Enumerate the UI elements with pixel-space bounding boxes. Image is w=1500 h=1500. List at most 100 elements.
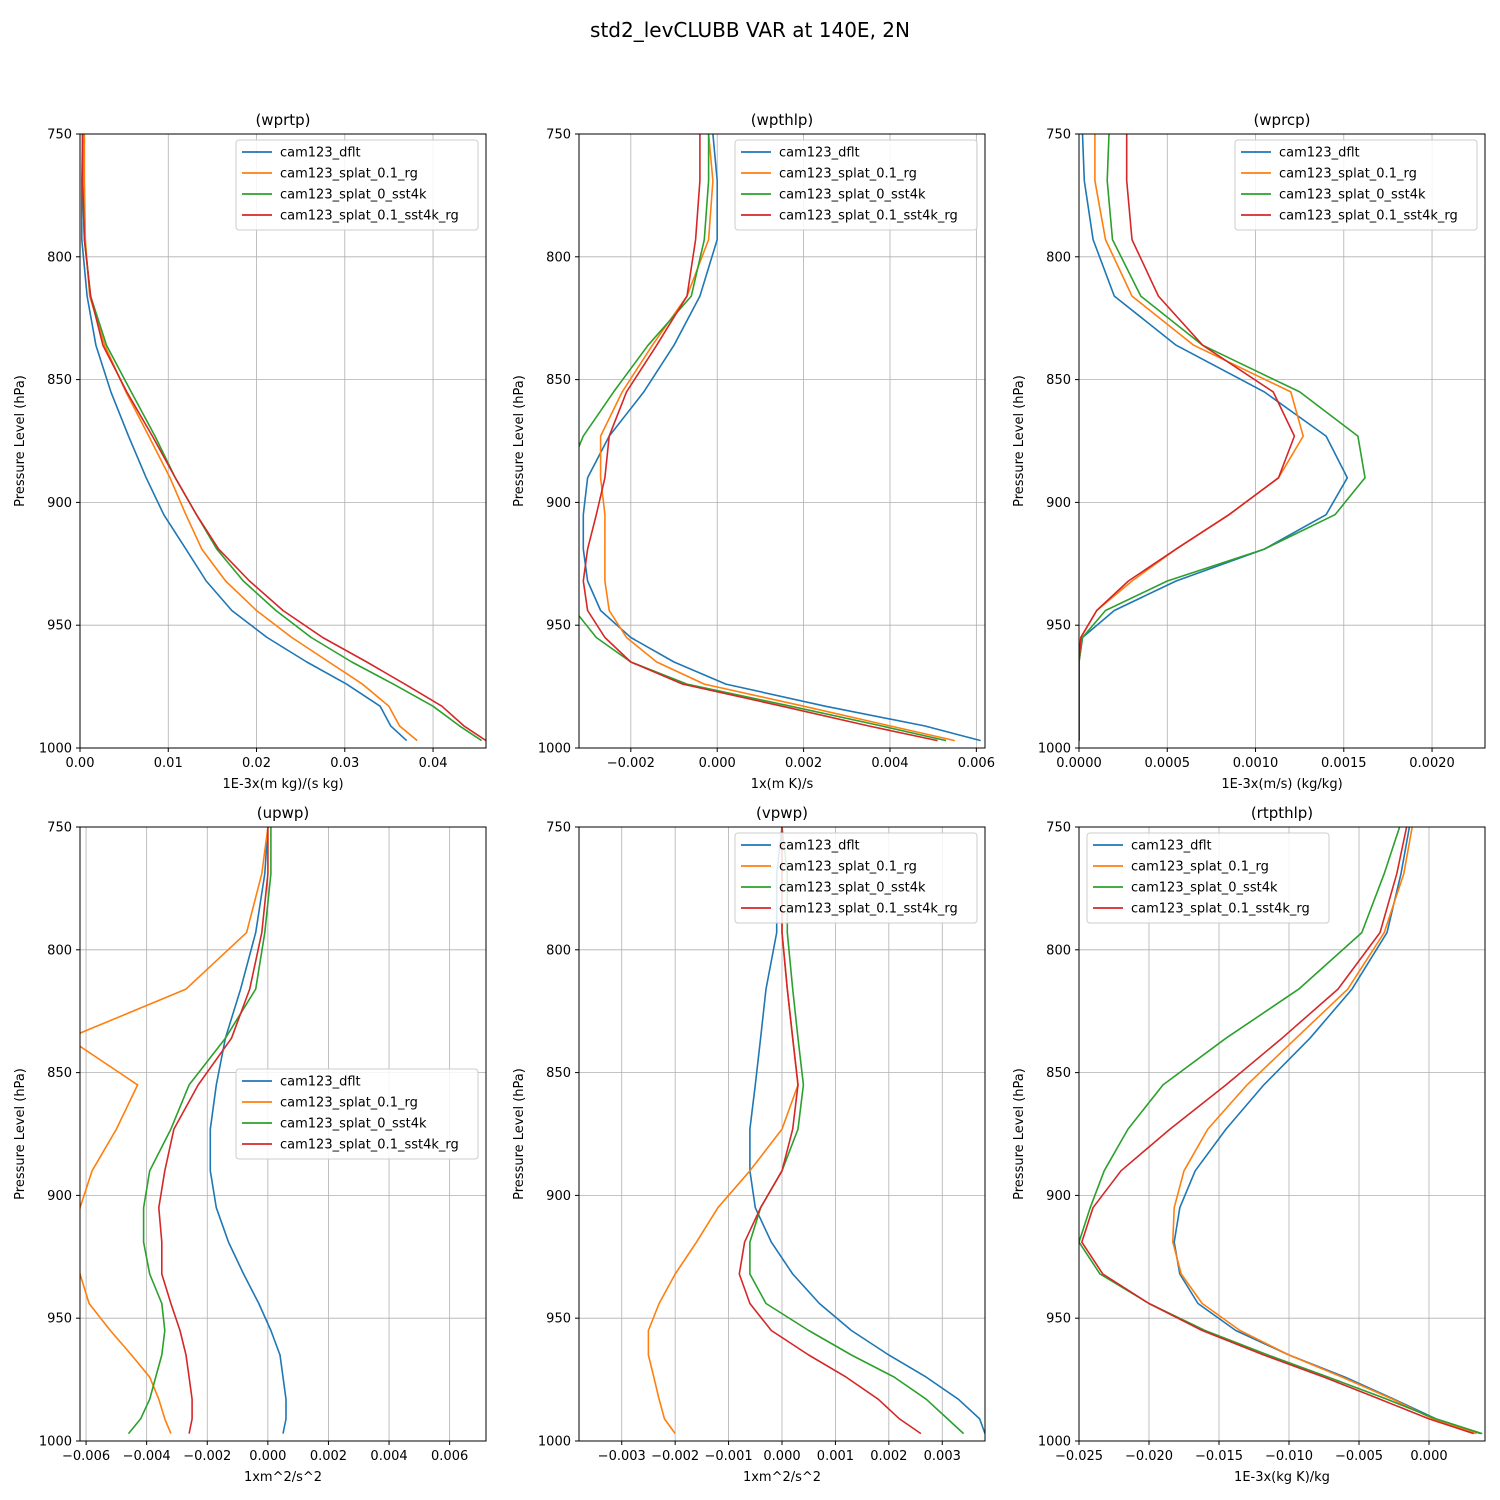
x-tick-label: −0.003 [598, 1449, 646, 1464]
x-tick-label: 0.000 [699, 756, 736, 771]
legend: cam123_dflt cam123_splat_0.1_rg cam123_spl… [1234, 139, 1478, 231]
panel-title: (rtpthlp) [1251, 804, 1313, 822]
y-tick-label: 750 [546, 821, 571, 836]
series-line-3 [582, 134, 938, 742]
y-tick-label: 800 [1046, 943, 1071, 958]
x-axis-label: 1E-3x(m kg)/(s kg) [222, 777, 343, 792]
y-tick-label: 800 [1046, 250, 1071, 265]
series-group [80, 827, 287, 1435]
y-tick-label: 800 [546, 250, 571, 265]
x-tick-label: 0.04 [419, 756, 448, 771]
x-tick-label: −0.004 [123, 1449, 171, 1464]
panel-title: (wpthlp) [751, 111, 814, 129]
y-tick-label: 1000 [1038, 1435, 1071, 1450]
legend-entry-0: cam123_dflt [280, 146, 361, 161]
legend-box [235, 139, 479, 231]
x-tick-label: −0.015 [1195, 1449, 1243, 1464]
series-line-3 [81, 134, 486, 742]
plot-frame [1078, 133, 1486, 749]
x-tick-label: 0.004 [370, 1449, 407, 1464]
y-tick-label: 900 [47, 496, 72, 511]
series-group [579, 134, 981, 742]
legend-entry-1: cam123_splat_0.1_rg [280, 1096, 418, 1111]
y-tick-label: 950 [1046, 1312, 1071, 1327]
legend-entry-2: cam123_splat_0_sst4k [779, 881, 926, 896]
series-line-2 [579, 134, 947, 742]
x-tick-label: −0.025 [1055, 1449, 1103, 1464]
plot-frame [79, 826, 487, 1442]
legend-entry-2: cam123_splat_0_sst4k [280, 1117, 427, 1132]
legend-entry-3: cam123_splat_0.1_sst4k_rg [280, 209, 459, 224]
y-tick-label: 900 [546, 1189, 571, 1204]
legend-entry-3: cam123_splat_0.1_sst4k_rg [280, 1138, 459, 1153]
x-tick-label: 0.000 [249, 1449, 286, 1464]
y-tick-label: 750 [47, 821, 72, 836]
y-tick-label: 850 [47, 373, 72, 388]
x-tick-label: 0.002 [310, 1449, 347, 1464]
y-axis-label: Pressure Level (hPa) [512, 1068, 527, 1200]
y-tick-label: 850 [1046, 1066, 1071, 1081]
legend: cam123_dflt cam123_splat_0.1_rg cam123_spl… [235, 1068, 479, 1160]
legend: cam123_dflt cam123_splat_0.1_rg cam123_spl… [235, 139, 479, 231]
x-tick-label: 0.000 [763, 1449, 800, 1464]
series-line-2 [1079, 134, 1366, 741]
y-tick-label: 1000 [39, 742, 72, 757]
x-tick-label: 0.006 [431, 1449, 468, 1464]
legend-entry-0: cam123_dflt [280, 1075, 361, 1090]
y-tick-label: 950 [47, 1312, 72, 1327]
plot-frame [1078, 826, 1486, 1442]
x-tick-label: 0.00 [66, 756, 95, 771]
y-tick-label: 750 [1046, 821, 1071, 836]
series-line-0 [81, 134, 408, 742]
y-tick-label: 800 [546, 943, 571, 958]
series-line-0 [209, 827, 287, 1434]
y-tick-label: 1000 [39, 1435, 72, 1450]
plot-frame [79, 133, 487, 749]
series-line-1 [1172, 827, 1477, 1435]
legend-box [1086, 832, 1330, 924]
x-tick-label: 0.002 [785, 756, 822, 771]
legend: cam123_dflt cam123_splat_0.1_rg cam123_spl… [1086, 832, 1330, 924]
legend-entry-1: cam123_splat_0.1_rg [779, 167, 917, 182]
x-tick-label: 0.000 [1410, 1449, 1447, 1464]
legend-entry-3: cam123_splat_0.1_sst4k_rg [779, 902, 958, 917]
x-tick-label: −0.020 [1125, 1449, 1173, 1464]
x-tick-label: −0.002 [651, 1449, 699, 1464]
y-tick-label: 900 [47, 1189, 72, 1204]
series-line-2 [1079, 827, 1483, 1435]
y-axis-label: Pressure Level (hPa) [13, 1068, 28, 1200]
y-tick-label: 900 [546, 496, 571, 511]
legend-entry-3: cam123_splat_0.1_sst4k_rg [779, 209, 958, 224]
x-tick-label: −0.002 [607, 756, 655, 771]
series-group [81, 134, 486, 742]
x-tick-label: 0.0015 [1321, 756, 1367, 771]
y-tick-label: 750 [47, 128, 72, 143]
plot-frame [578, 133, 986, 749]
series-line-3 [738, 827, 922, 1435]
x-axis-label: 1xm^2/s^2 [244, 1470, 322, 1485]
series-line-0 [1173, 827, 1482, 1435]
panel-3: −0.006 −0.004 −0.002 0.000 0.002 0.004 0.006 75… [13, 804, 487, 1485]
x-axis-label: 1E-3x(m/s) (kg/kg) [1221, 777, 1342, 792]
series-line-0 [749, 827, 985, 1434]
y-axis-label: Pressure Level (hPa) [512, 375, 527, 507]
series-line-1 [599, 134, 955, 742]
x-tick-label: −0.010 [1265, 1449, 1313, 1464]
x-tick-label: 0.006 [958, 756, 995, 771]
legend-entry-3: cam123_splat_0.1_sst4k_rg [1131, 902, 1310, 917]
legend-entry-3: cam123_splat_0.1_sst4k_rg [1279, 209, 1458, 224]
panel-4: −0.003 −0.002 −0.001 0.000 0.001 0.002 0.003 75… [512, 804, 986, 1485]
y-tick-label: 750 [1046, 128, 1071, 143]
series-group [647, 827, 985, 1435]
panel-5: −0.025 −0.020 −0.015 −0.010 −0.005 0.000 750 80… [1012, 804, 1486, 1485]
legend-entry-0: cam123_dflt [1131, 839, 1212, 854]
series-line-3 [158, 827, 269, 1434]
x-axis-label: 1x(m K)/s [751, 777, 814, 792]
legend-box [235, 1068, 479, 1160]
x-tick-label: 0.01 [154, 756, 183, 771]
series-line-0 [582, 134, 981, 742]
y-tick-label: 950 [47, 619, 72, 634]
legend-box [734, 139, 978, 231]
series-line-0 [1079, 134, 1349, 741]
